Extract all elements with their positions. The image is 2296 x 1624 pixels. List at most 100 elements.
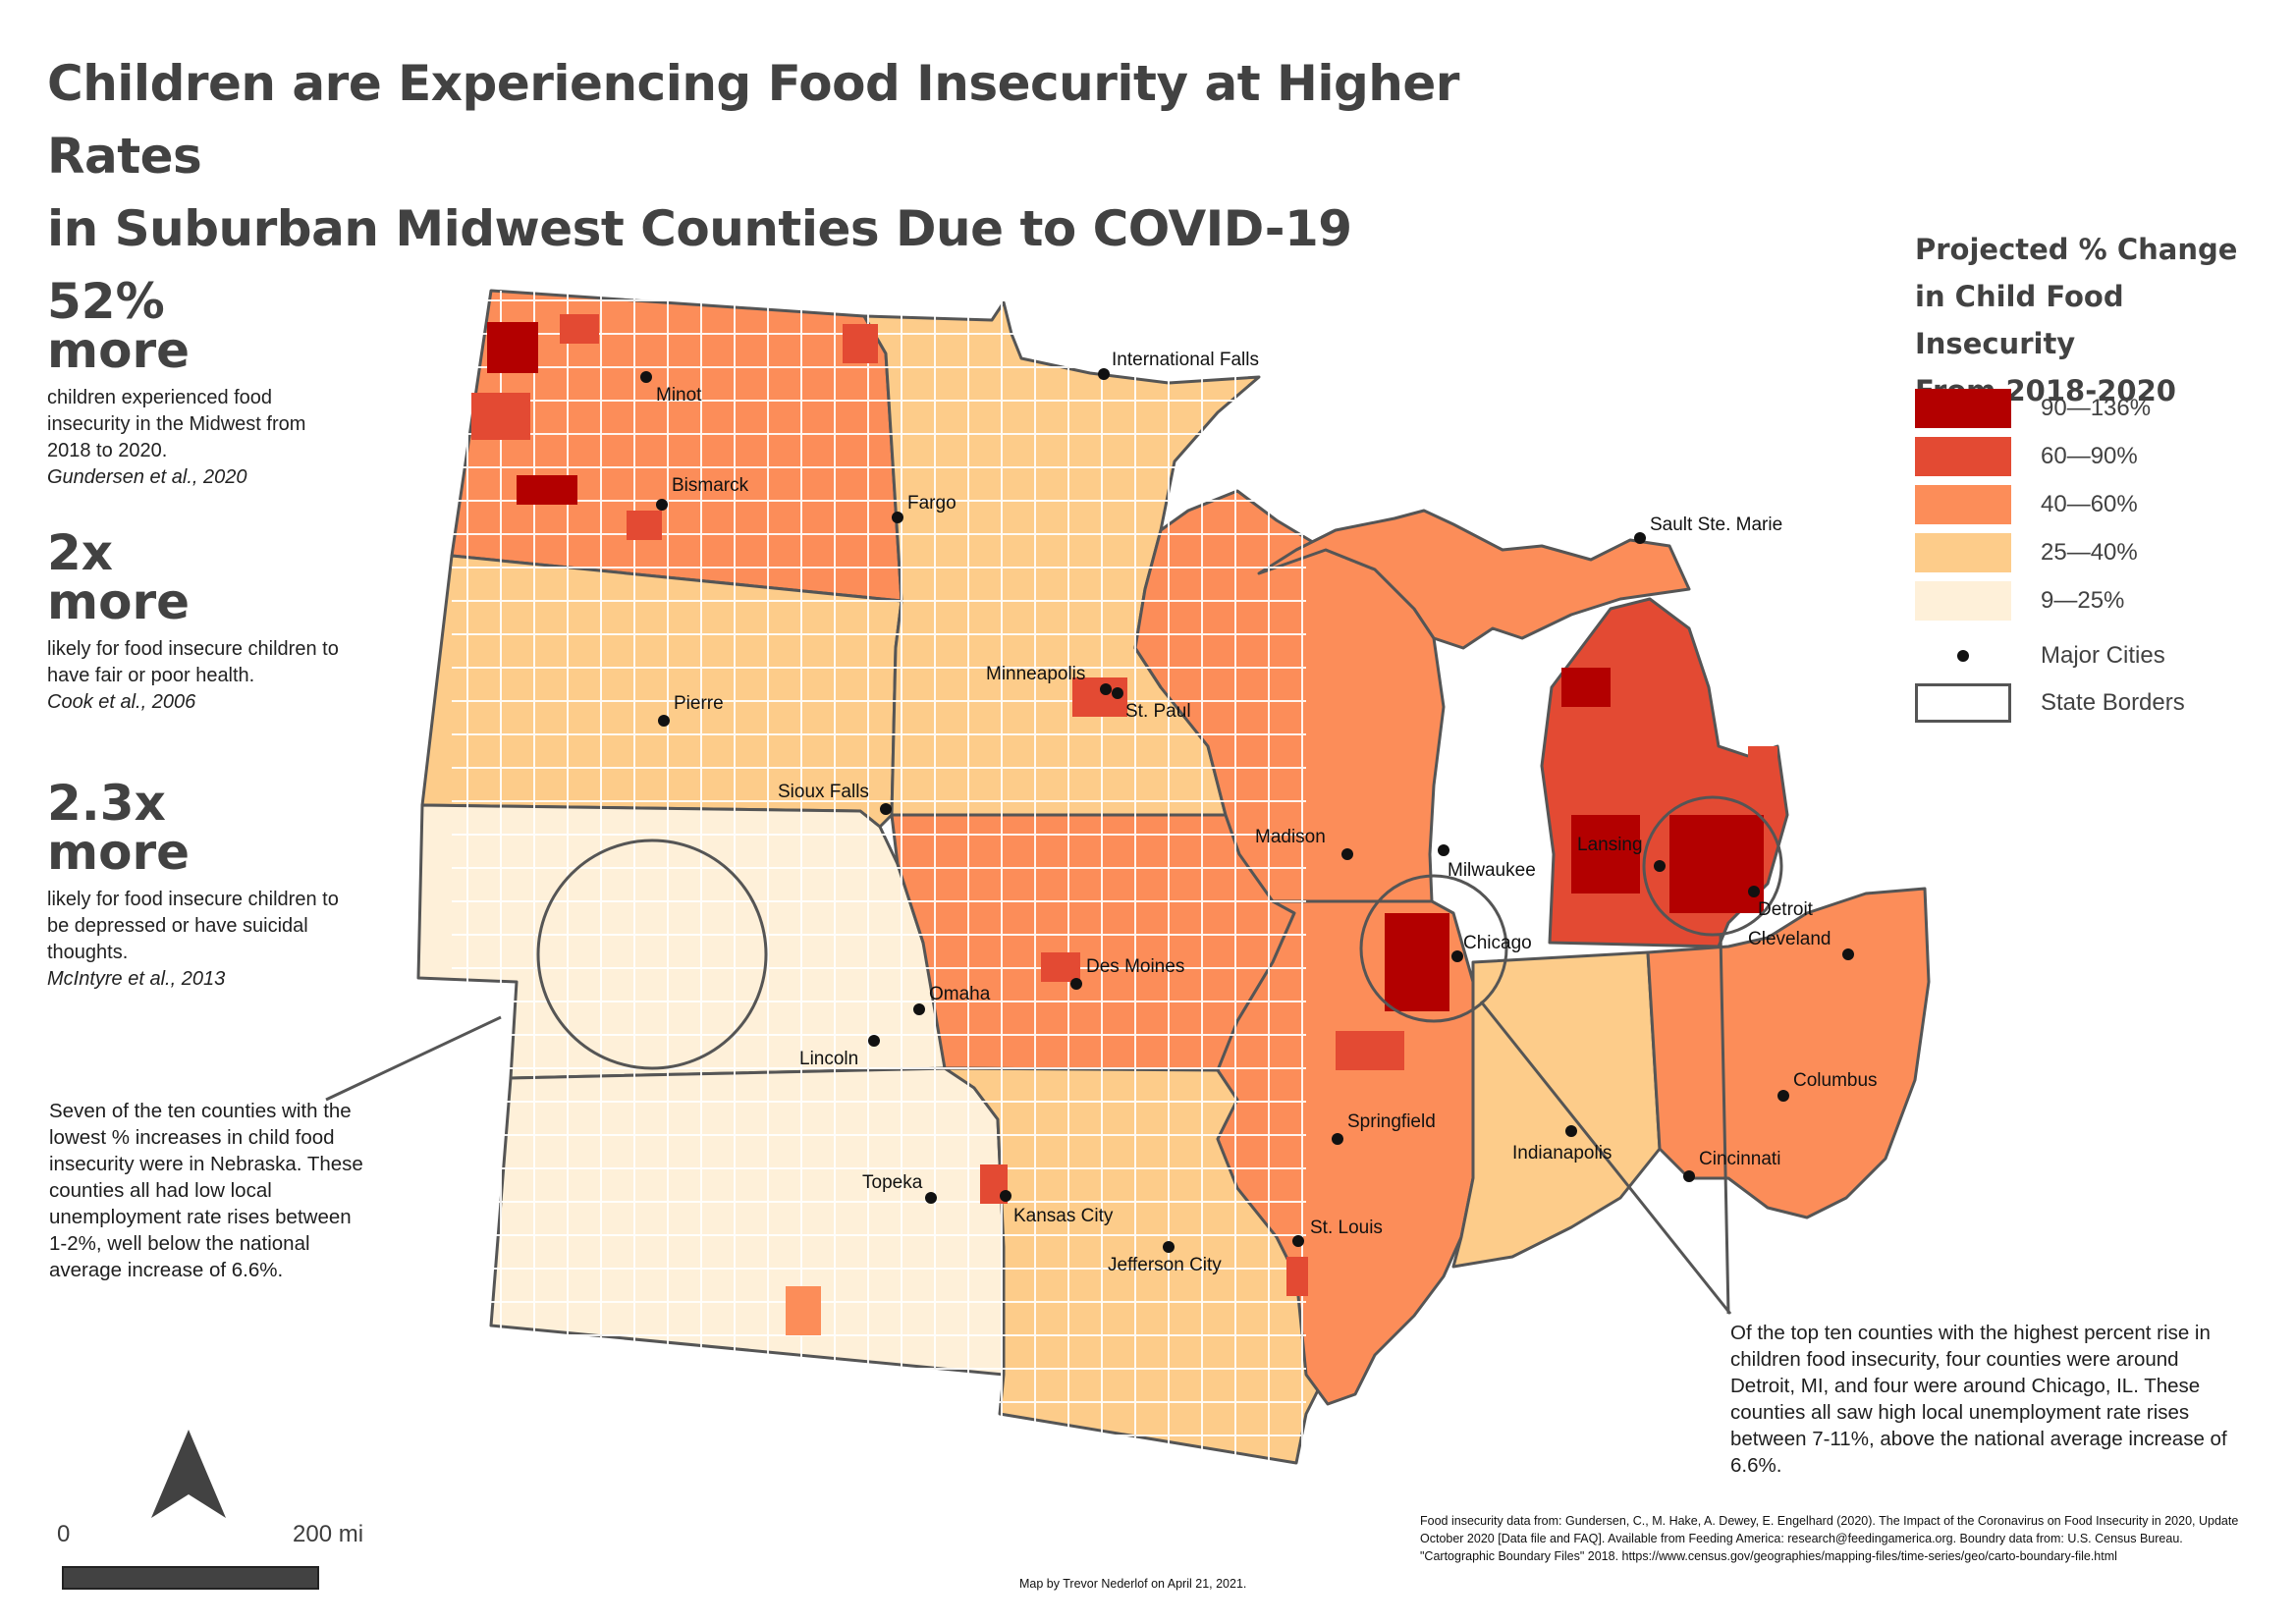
city-label: Lincoln xyxy=(799,1049,858,1069)
city-label: St. Paul xyxy=(1125,701,1191,722)
city-dot xyxy=(925,1192,937,1204)
city-label: Detroit xyxy=(1758,899,1814,920)
legend-title-line-1: Projected % Change xyxy=(1915,233,2238,266)
city-dot xyxy=(1565,1125,1577,1137)
city-label: Sault Ste. Marie xyxy=(1650,514,1782,535)
city-label: Sioux Falls xyxy=(778,782,869,802)
stat-description: likely for food insecure children to hav… xyxy=(47,638,339,686)
legend-item-borders: State Borders xyxy=(1915,681,2185,725)
city-label: Cleveland xyxy=(1748,929,1831,949)
legend-item: 60—90% xyxy=(1915,435,2138,478)
city-dot xyxy=(1451,950,1463,962)
city-dot xyxy=(1341,848,1353,860)
city-label: Chicago xyxy=(1463,933,1532,953)
stat-value: 2x xyxy=(47,524,114,581)
state-ohio xyxy=(1646,887,1931,1219)
city-dot xyxy=(640,371,652,383)
scale-bar xyxy=(62,1566,319,1590)
legend-label: 25—40% xyxy=(2041,539,2138,566)
county-highlight xyxy=(843,324,878,363)
city-label: Milwaukee xyxy=(1448,860,1536,881)
chicago-callout-circle xyxy=(1359,874,1508,1023)
county-highlight xyxy=(517,475,577,505)
county-highlight xyxy=(560,314,599,344)
city-label: Des Moines xyxy=(1086,956,1184,977)
nebraska-callout-circle xyxy=(536,839,768,1070)
stat-unit: more xyxy=(47,573,191,630)
legend-label: Major Cities xyxy=(2041,642,2165,669)
stat-block-3: 2.3x more likely for food insecure child… xyxy=(47,779,342,993)
city-dot xyxy=(1748,886,1760,897)
city-label: Minot xyxy=(656,385,702,406)
nebraska-annotation: Seven of the ten counties with the lowes… xyxy=(49,1100,363,1281)
city-dot xyxy=(1070,978,1082,990)
city-label: Kansas City xyxy=(1013,1206,1114,1226)
city-dot xyxy=(1163,1241,1175,1253)
stat-value: 52% xyxy=(47,273,165,330)
scale-end-label: 200 mi xyxy=(293,1521,363,1547)
stat-description: children experienced food insecurity in … xyxy=(47,387,306,461)
county-highlight xyxy=(471,393,530,440)
legend-item: 90—136% xyxy=(1915,387,2151,430)
city-dot xyxy=(1292,1235,1304,1247)
county-highlight xyxy=(786,1286,821,1335)
legend-swatch xyxy=(1915,485,2011,524)
city-label: Columbus xyxy=(1793,1070,1878,1091)
north-arrow-icon xyxy=(151,1430,226,1518)
detroit-chicago-annotation: Of the top ten counties with the highest… xyxy=(1730,1322,2227,1477)
chicago-leader-line xyxy=(1479,1001,1732,1315)
city-label: Madison xyxy=(1255,827,1326,847)
city-dot xyxy=(1098,368,1110,380)
county-highlight xyxy=(1571,815,1640,893)
city-dot xyxy=(1842,948,1854,960)
stat-block-1: 52% more children experienced food insec… xyxy=(47,277,342,491)
legend-swatch xyxy=(1915,533,2011,572)
legend-swatch xyxy=(1915,389,2011,428)
city-dot xyxy=(1777,1090,1789,1102)
hotspot-counties xyxy=(471,314,1777,1335)
county-highlight xyxy=(627,511,662,540)
state-border-icon xyxy=(1915,683,2011,723)
stat-value: 2.3x xyxy=(47,775,166,832)
city-dot xyxy=(880,803,892,815)
stat-citation: Gundersen et al., 2020 xyxy=(47,466,247,488)
legend-label: 9—25% xyxy=(2041,587,2125,614)
stat-citation: McIntyre et al., 2013 xyxy=(47,968,226,990)
city-dot xyxy=(1683,1170,1695,1182)
county-highlight xyxy=(487,322,538,373)
city-dot xyxy=(1000,1190,1011,1202)
county-highlight xyxy=(1748,746,1777,815)
city-label: Bismarck xyxy=(672,475,749,496)
scale-start-label: 0 xyxy=(57,1521,70,1547)
state-michigan-upper xyxy=(1257,509,1691,650)
city-label: Fargo xyxy=(907,493,957,514)
legend-title-line-2: in Child Food Insecurity xyxy=(1915,280,2124,360)
stat-block-2: 2x more likely for food insecure childre… xyxy=(47,528,342,716)
city-dot xyxy=(656,499,668,511)
city-dot xyxy=(1654,860,1666,872)
county-highlight xyxy=(1286,1257,1308,1296)
city-dot xyxy=(1112,687,1123,699)
stat-unit: more xyxy=(47,322,191,379)
legend-swatch xyxy=(1915,437,2011,476)
county-highlight xyxy=(1385,913,1449,1011)
legend-item-cities: Major Cities xyxy=(1915,634,2165,677)
legend-item: 25—40% xyxy=(1915,531,2138,574)
city-dot xyxy=(658,715,670,727)
city-label: International Falls xyxy=(1112,350,1259,370)
legend-city-symbol xyxy=(1915,650,2011,662)
city-dot xyxy=(868,1035,880,1047)
city-markers: International Falls Minot Bismarck Fargo… xyxy=(640,350,1878,1275)
legend-label: State Borders xyxy=(2041,689,2185,716)
city-dot xyxy=(1332,1133,1343,1145)
legend-item: 9—25% xyxy=(1915,579,2124,623)
city-dot xyxy=(1100,683,1112,695)
city-label: Springfield xyxy=(1347,1111,1436,1132)
city-label: Omaha xyxy=(929,984,991,1004)
county-highlight xyxy=(1561,668,1611,707)
stat-unit: more xyxy=(47,824,191,881)
city-dot xyxy=(1634,532,1646,544)
city-label: Lansing xyxy=(1577,835,1643,855)
map-author-credit: Map by Trevor Nederlof on April 21, 2021… xyxy=(1019,1577,1247,1591)
